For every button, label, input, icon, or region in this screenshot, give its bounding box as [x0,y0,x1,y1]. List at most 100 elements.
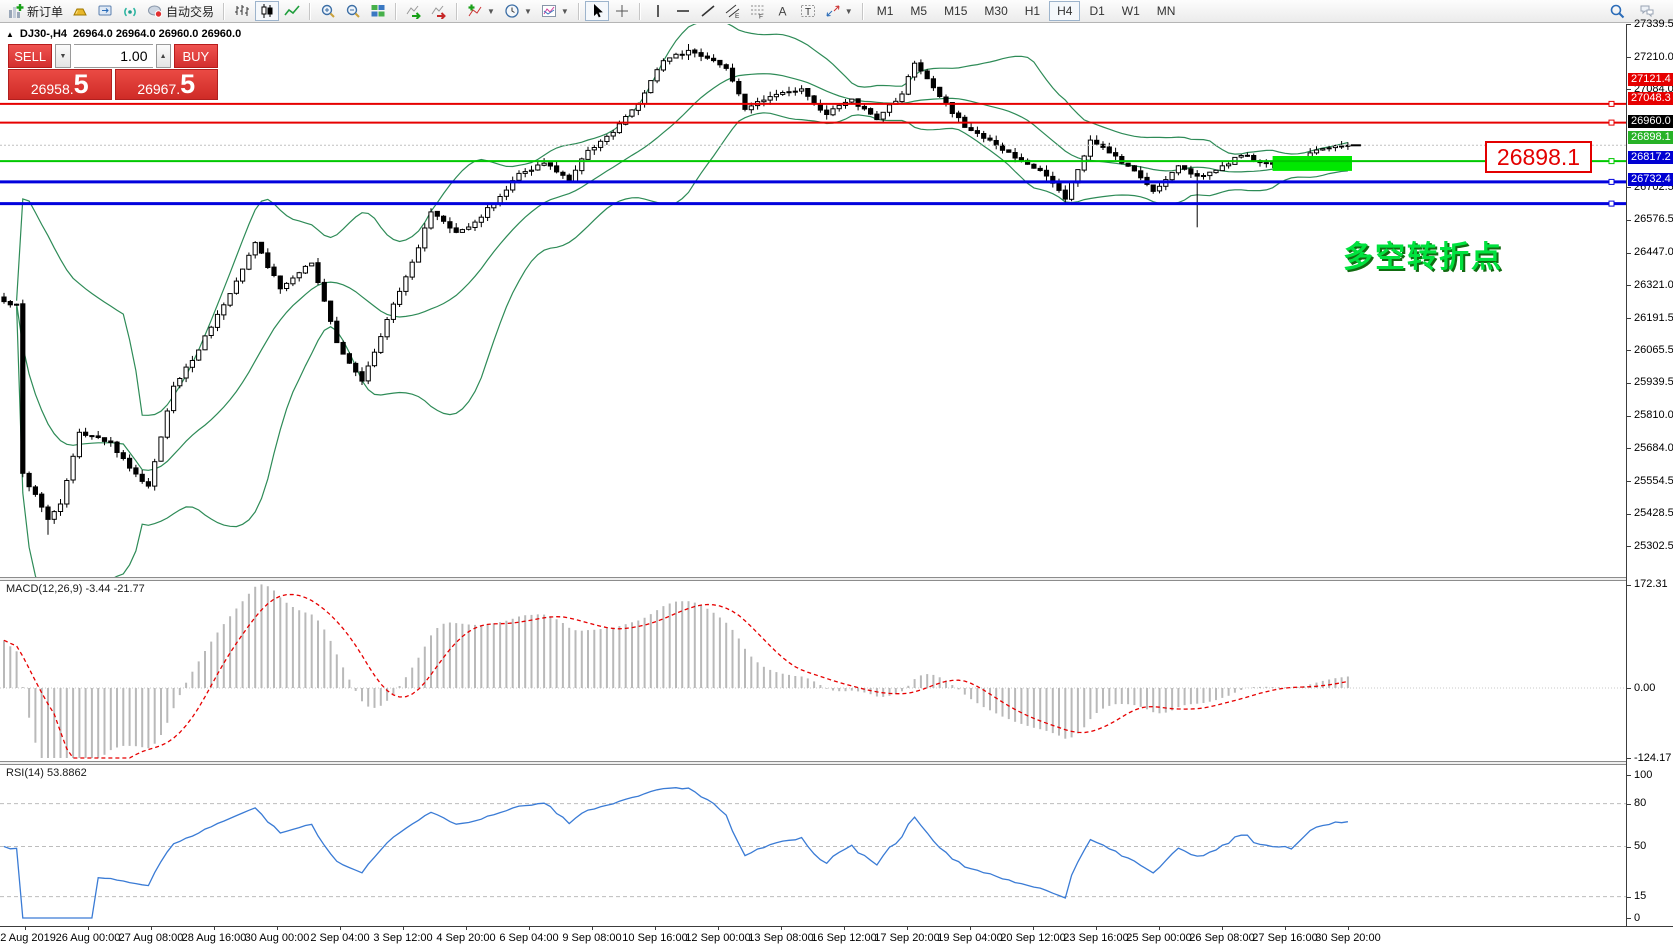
timeframe-h4-button[interactable]: H4 [1049,1,1081,21]
price-axis[interactable]: 27339.5 27210.0 27084.0 26702.5 26576.5 26447… [1627,18,1673,926]
timeframe-w1-button[interactable]: W1 [1114,1,1148,21]
axis-tick-label: 15 [1634,890,1647,903]
timeframe-m1-button[interactable]: M1 [869,1,902,21]
sell-price-sep: . [69,81,74,97]
bull-bear-turning-point-text[interactable]: 多空转折点 [1343,241,1503,274]
timeframe-m30-label: M30 [984,4,1008,18]
time-tick-mark [844,927,845,930]
text-label-button[interactable] [796,1,820,21]
time-tick-label: 30 Sep 20:00 [1315,932,1381,944]
time-tick-mark [592,927,593,930]
axis-tick-label: 27339.5 [1634,17,1673,30]
search-icon [1609,3,1625,19]
bar-chart-button[interactable] [230,1,254,21]
search-button[interactable] [1605,1,1629,21]
ohlc-values: 26964.0 26964.0 26960.0 26960.0 [73,28,242,40]
horizontal-line-button[interactable] [671,1,695,21]
buy-price-sep: . [176,81,181,97]
arrows-button[interactable]: ▼ [821,1,857,21]
tile-windows-button[interactable] [366,1,390,21]
price-level-badge: 26817.2 [1628,151,1673,165]
arrows-icon [825,3,841,19]
vertical-line-button[interactable] [646,1,670,21]
auto-scroll-button[interactable] [402,1,426,21]
cursor-icon [589,3,605,19]
time-tick-label: 25 Sep 00:00 [1126,932,1192,944]
sell-button[interactable]: SELL [8,44,53,68]
volume-decrease-button[interactable]: ▼ [55,44,71,68]
price-level-callout[interactable]: 26898.1 [1485,141,1592,173]
volume-input[interactable] [73,44,153,68]
zoom-in-button[interactable] [316,1,340,21]
autotrading-label: 自动交易 [166,4,215,19]
equidistant-channel-button[interactable] [721,1,745,21]
fibonacci-button[interactable] [746,1,770,21]
chart-shift-button[interactable] [427,1,451,21]
one-click-expander-icon[interactable]: ▲ [6,30,14,39]
pane-splitter[interactable] [0,577,1673,581]
pane-splitter[interactable] [0,761,1673,765]
time-axis[interactable]: 22 Aug 2019 26 Aug 00:00 27 Aug 08:00 28 Au… [0,926,1673,946]
line-chart-button[interactable] [280,1,304,21]
timeframe-w1-label: W1 [1121,4,1140,18]
timeframe-h1-label: H1 [1024,4,1041,18]
timeframe-h1-button[interactable]: H1 [1017,1,1048,21]
axis-tick-label: 26321.0 [1634,278,1673,291]
time-tick-label: 22 Aug 2019 [0,932,56,944]
timeframe-m5-button[interactable]: M5 [902,1,935,21]
time-tick-label: 28 Aug 16:00 [181,932,247,944]
macd-indicator-pane[interactable] [0,580,1627,762]
funds-button[interactable] [93,1,117,21]
crosshair-button[interactable] [610,1,634,21]
timeframe-m15-label: M15 [944,4,968,18]
time-tick-mark [907,927,908,930]
periods-button[interactable]: ▼ [500,1,536,21]
templates-button[interactable]: ▼ [537,1,573,21]
axis-tick-label: 100 [1634,768,1653,781]
axis-tick-mark [1627,846,1631,848]
time-tick-label: 30 Aug 00:00 [244,932,310,944]
axis-tick-label: 25810.0 [1634,409,1673,422]
timeframe-m30-button[interactable]: M30 [976,1,1015,21]
templates-dropdown-arrow-icon[interactable]: ▼ [560,6,569,16]
signals-button[interactable] [118,1,142,21]
new-order-button[interactable]: 新订单 [4,1,67,21]
time-tick-label: 26 Sep 08:00 [1189,932,1255,944]
price-level-badge: 27121.4 [1628,73,1673,87]
axis-tick-label: 26065.5 [1634,343,1673,356]
gold-button[interactable] [68,1,92,21]
price-chart-pane[interactable] [0,24,1627,578]
time-tick-label: 10 Sep 16:00 [622,932,688,944]
axis-tick-mark [1627,758,1631,759]
axis-tick-mark [1627,775,1631,776]
gold-icon [72,3,88,19]
sell-price-display[interactable]: 26958. 5 [8,69,112,100]
periods-dropdown-arrow-icon[interactable]: ▼ [523,6,532,16]
text-button[interactable] [771,1,795,21]
time-tick-label: 2 Sep 04:00 [310,932,370,944]
candlestick-chart-button[interactable] [255,1,280,21]
time-tick-label: 27 Sep 16:00 [1252,932,1318,944]
zoom-out-button[interactable] [341,1,365,21]
time-tick-label: 17 Sep 20:00 [874,932,940,944]
indicators-button[interactable]: ▼ [463,1,499,21]
arrows-dropdown-arrow-icon[interactable]: ▼ [844,6,853,16]
symbol-name: DJ30-,H4 [19,28,67,40]
axis-tick-label: 26576.5 [1634,213,1673,226]
vline-icon [650,3,666,19]
volume-increase-button[interactable]: ▲ [155,44,171,68]
indicators-dropdown-arrow-icon[interactable]: ▼ [487,6,495,16]
timeframe-mn-button[interactable]: MN [1149,1,1184,21]
cursor-button[interactable] [584,1,609,21]
time-tick-mark [1222,927,1223,930]
buy-button[interactable]: BUY [173,44,218,68]
autotrading-button[interactable]: 自动交易 [143,1,218,21]
trendline-button[interactable] [696,1,720,21]
time-tick-mark [1159,927,1160,930]
rsi-indicator-pane[interactable] [0,764,1627,926]
one-click-trading-panel: SELL ▼ ▲ BUY 26958.5 26967.5 [8,44,218,100]
buy-price-display[interactable]: 26967. 5 [114,69,218,100]
timeframe-d1-button[interactable]: D1 [1081,1,1112,21]
chat-icon [1639,3,1655,19]
timeframe-m15-button[interactable]: M15 [936,1,975,21]
